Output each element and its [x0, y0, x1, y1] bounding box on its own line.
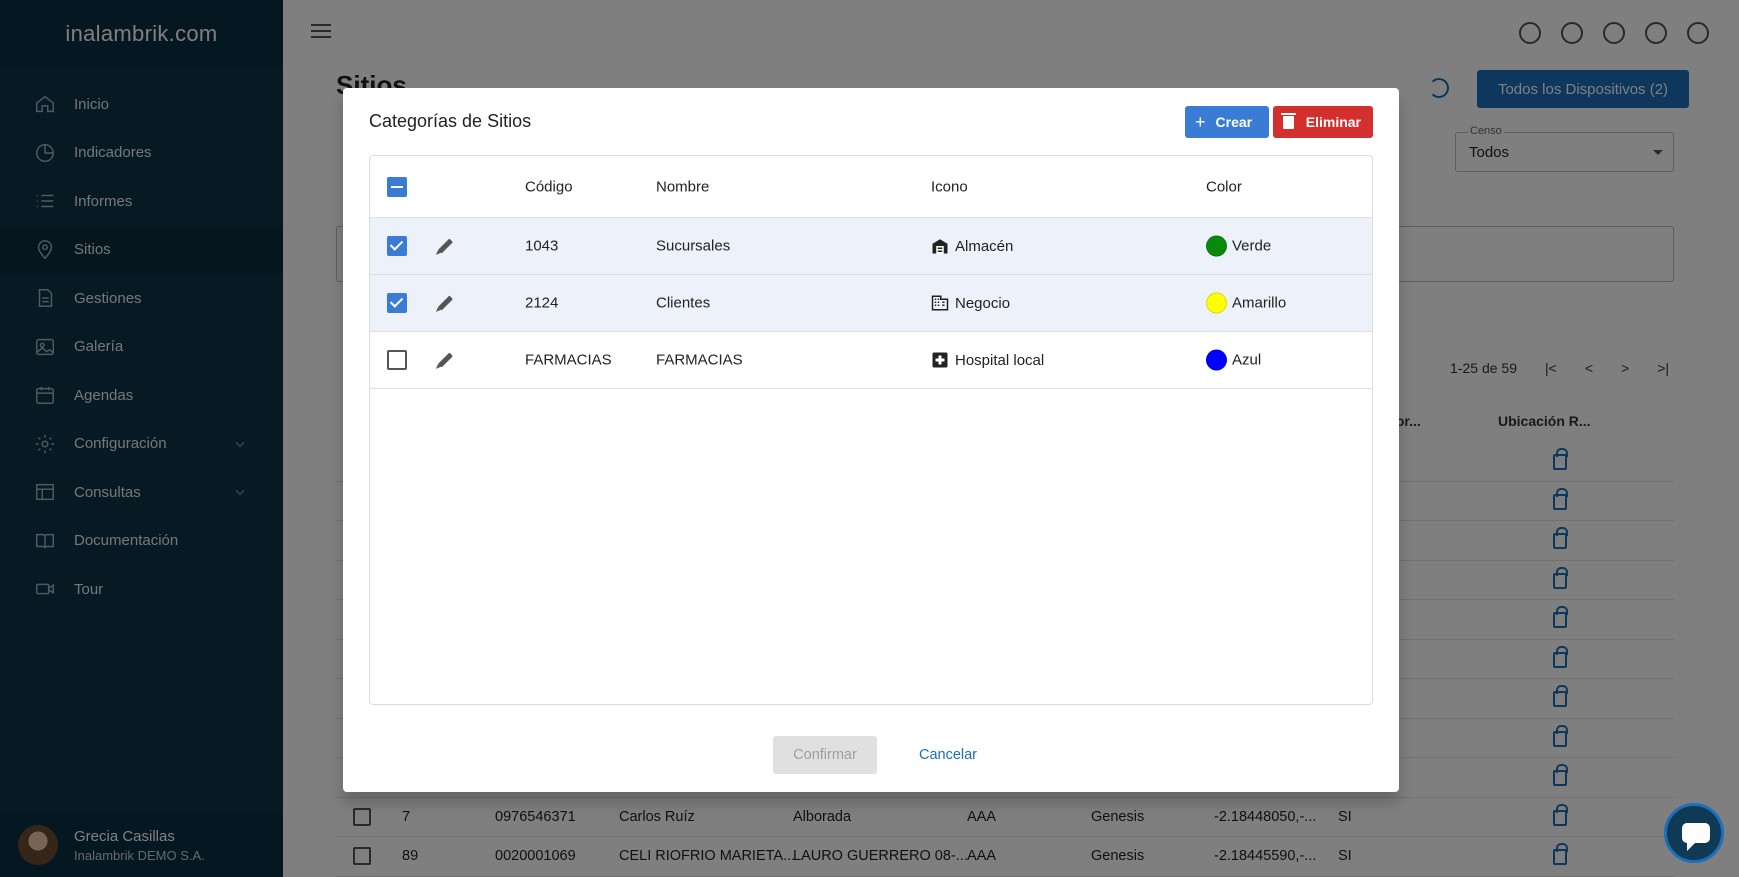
delete-label: Eliminar	[1305, 114, 1361, 130]
create-label: Crear	[1215, 114, 1253, 130]
column-header-name[interactable]: Nombre	[656, 178, 710, 195]
delete-button[interactable]: Eliminar	[1273, 106, 1373, 138]
category-icon-cell: Almacén	[931, 237, 1013, 255]
select-all-checkbox[interactable]	[387, 176, 407, 197]
warehouse-icon	[931, 237, 949, 255]
grid-header: Código Nombre Icono Color	[370, 156, 1372, 218]
dialog-title: Categorías de Sitios	[369, 111, 532, 131]
category-icon-label: Hospital local	[955, 351, 1045, 369]
plus-icon: +	[1195, 112, 1206, 132]
category-icon-label: Almacén	[955, 237, 1014, 255]
category-row[interactable]: 2124 Clientes Negocio Amarillo	[370, 275, 1372, 332]
category-color-cell: Verde	[1206, 235, 1272, 257]
category-icon-cell: Hospital local	[931, 351, 1044, 369]
category-row[interactable]: 1043 Sucursales Almacén Verde	[370, 218, 1372, 275]
category-name: Clientes	[656, 294, 711, 312]
column-header-icon[interactable]: Icono	[931, 178, 968, 195]
chat-icon[interactable]	[1664, 803, 1724, 863]
category-code: FARMACIAS	[525, 351, 612, 369]
business-icon	[931, 294, 949, 312]
local-hospital-icon	[931, 351, 949, 369]
grid-body: 1043 Sucursales Almacén Verde 2124 Clien…	[370, 218, 1372, 389]
category-name: Sucursales	[656, 237, 731, 255]
category-color-cell: Amarillo	[1206, 292, 1287, 314]
category-color-label: Verde	[1232, 237, 1272, 255]
trash-icon	[1281, 112, 1296, 129]
color-swatch	[1206, 292, 1227, 314]
create-button[interactable]: + Crear	[1185, 106, 1269, 138]
color-swatch	[1206, 235, 1227, 257]
color-swatch	[1206, 349, 1227, 371]
category-color-label: Amarillo	[1232, 294, 1287, 312]
row-checkbox[interactable]	[387, 236, 407, 256]
row-checkbox[interactable]	[387, 293, 407, 313]
category-code: 2124	[525, 294, 559, 312]
confirm-button[interactable]: Confirmar	[773, 736, 877, 774]
category-code: 1043	[525, 237, 559, 255]
category-color-label: Azul	[1232, 351, 1262, 369]
edit-pencil-icon[interactable]	[438, 295, 453, 311]
category-color-cell: Azul	[1206, 349, 1262, 371]
cancel-button[interactable]: Cancelar	[918, 747, 978, 763]
column-header-code[interactable]: Código	[525, 178, 573, 195]
site-categories-dialog: Categorías de Sitios + Crear Eliminar Có…	[343, 88, 1399, 792]
edit-pencil-icon[interactable]	[438, 352, 453, 368]
category-name: FARMACIAS	[656, 351, 743, 369]
row-checkbox[interactable]	[387, 350, 407, 370]
column-header-color[interactable]: Color	[1206, 178, 1242, 195]
category-row[interactable]: FARMACIAS FARMACIAS Hospital local Azul	[370, 332, 1372, 389]
category-icon-label: Negocio	[955, 294, 1011, 312]
category-icon-cell: Negocio	[931, 294, 1010, 312]
edit-pencil-icon[interactable]	[438, 238, 453, 254]
categories-grid: Código Nombre Icono Color 1043 Sucursale…	[369, 155, 1373, 705]
